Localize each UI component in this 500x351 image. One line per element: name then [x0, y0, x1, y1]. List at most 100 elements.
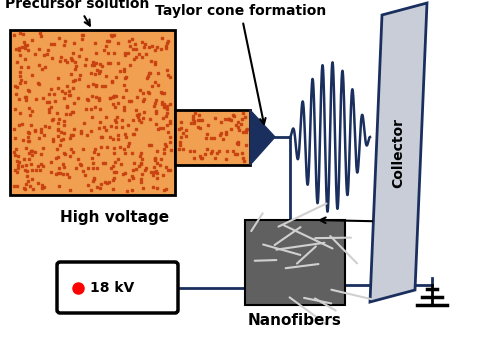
Point — [16, 122, 24, 128]
Point — [49, 136, 57, 141]
Point — [38, 66, 46, 72]
Point — [157, 90, 165, 95]
Point — [28, 38, 36, 43]
Point — [114, 156, 122, 161]
Point — [93, 184, 101, 190]
Point — [124, 50, 132, 55]
Point — [20, 157, 28, 162]
Point — [118, 124, 126, 130]
Point — [32, 150, 40, 155]
Point — [129, 176, 137, 181]
Point — [88, 114, 96, 119]
Point — [136, 163, 143, 169]
Point — [51, 98, 59, 104]
Point — [45, 91, 53, 97]
Point — [89, 81, 97, 87]
Point — [215, 148, 223, 154]
Point — [72, 166, 80, 171]
Point — [82, 172, 90, 178]
Point — [150, 59, 158, 65]
Point — [216, 132, 224, 138]
Point — [130, 160, 138, 166]
Point — [146, 143, 154, 148]
Point — [204, 122, 212, 128]
Point — [25, 106, 33, 111]
Point — [163, 106, 171, 112]
Point — [100, 124, 108, 130]
Point — [162, 45, 170, 51]
Point — [158, 99, 166, 105]
Point — [95, 98, 103, 103]
Point — [103, 180, 111, 186]
Point — [96, 125, 104, 131]
Point — [90, 175, 98, 181]
Point — [12, 146, 20, 152]
Point — [46, 41, 54, 47]
Point — [116, 144, 124, 150]
Point — [232, 122, 240, 128]
Polygon shape — [370, 3, 427, 302]
Point — [40, 132, 48, 138]
Point — [200, 151, 208, 157]
Point — [190, 155, 198, 160]
Point — [114, 132, 122, 138]
Point — [127, 99, 135, 104]
Point — [125, 98, 133, 104]
Point — [100, 179, 108, 184]
Point — [152, 185, 160, 191]
Point — [110, 163, 118, 169]
Point — [151, 157, 159, 163]
Point — [60, 136, 68, 141]
Point — [74, 157, 82, 162]
Point — [28, 108, 36, 113]
Point — [112, 74, 120, 80]
Point — [147, 169, 155, 174]
Point — [130, 132, 138, 137]
Point — [241, 114, 249, 119]
Point — [146, 58, 154, 64]
Point — [54, 154, 62, 159]
Polygon shape — [250, 110, 275, 165]
Point — [82, 132, 90, 137]
Point — [112, 114, 120, 120]
Point — [24, 134, 32, 140]
Point — [162, 113, 170, 119]
Point — [198, 118, 206, 123]
Point — [90, 177, 98, 182]
Point — [40, 123, 48, 129]
Point — [54, 116, 62, 121]
Point — [139, 115, 147, 121]
Point — [20, 31, 28, 37]
Point — [14, 162, 22, 168]
Point — [110, 145, 118, 151]
Point — [10, 149, 18, 154]
Point — [132, 94, 140, 99]
Point — [60, 151, 68, 157]
Point — [158, 35, 166, 41]
Point — [56, 35, 64, 41]
Point — [142, 51, 150, 57]
Point — [191, 111, 199, 116]
Point — [138, 185, 146, 191]
Point — [164, 72, 172, 78]
Point — [11, 84, 19, 89]
Point — [98, 84, 106, 89]
Point — [152, 156, 160, 161]
Point — [130, 117, 138, 123]
Point — [112, 124, 120, 130]
Point — [89, 60, 97, 65]
Point — [38, 145, 46, 151]
Point — [162, 186, 170, 192]
Point — [60, 57, 68, 63]
Point — [45, 106, 53, 111]
Point — [152, 47, 160, 53]
Point — [132, 47, 140, 52]
Point — [90, 149, 98, 155]
Point — [121, 132, 129, 137]
Point — [152, 97, 160, 102]
Point — [106, 95, 114, 100]
Point — [12, 47, 20, 52]
Point — [27, 148, 35, 154]
Point — [129, 131, 137, 137]
Point — [66, 153, 74, 159]
